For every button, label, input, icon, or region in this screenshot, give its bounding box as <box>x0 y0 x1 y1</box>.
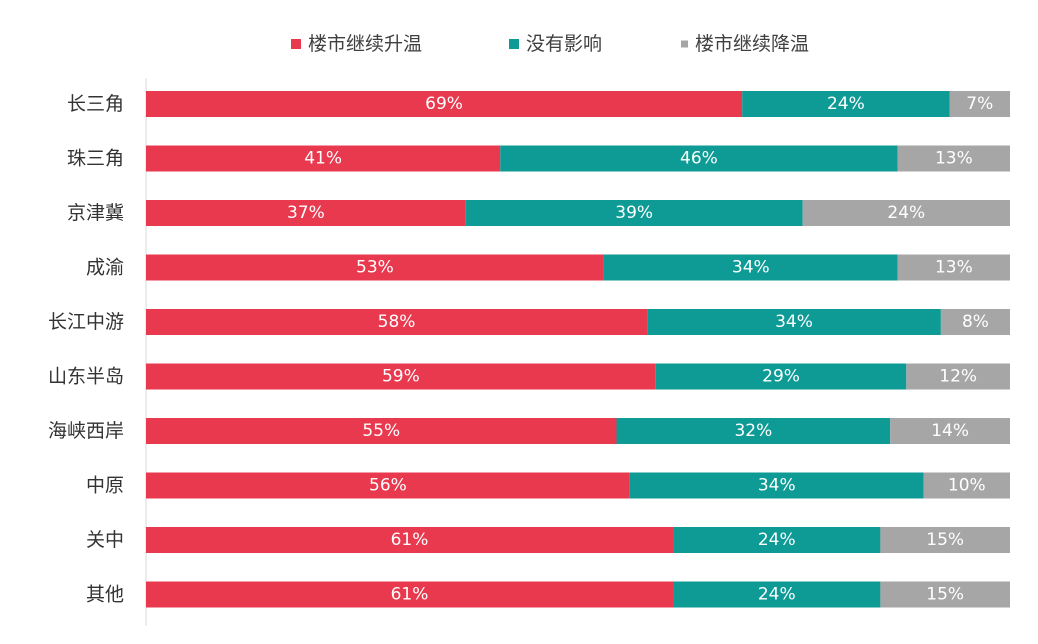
legend-item: 楼市继续升温 <box>291 33 422 55</box>
bar-segment <box>906 363 1010 390</box>
category-label: 其他 <box>86 584 124 606</box>
bar-value-label: 8% <box>962 312 989 332</box>
bar-value-label: 29% <box>762 367 800 387</box>
bar-segment <box>465 200 803 226</box>
bar-segment <box>146 91 743 117</box>
bar-segment <box>146 527 674 553</box>
category-label: 长江中游 <box>48 311 124 333</box>
bar-segment <box>890 418 1010 444</box>
legend: 楼市继续升温 没有影响 楼市继续降温 <box>291 33 809 55</box>
legend-swatch <box>291 39 301 49</box>
bar-value-label: 15% <box>926 530 964 550</box>
legend-swatch <box>681 40 688 48</box>
bar-value-label: 37% <box>287 203 325 223</box>
category-label: 关中 <box>86 529 124 551</box>
bar-segment <box>500 145 898 172</box>
legend-item: 没有影响 <box>509 33 602 55</box>
bar-value-label: 24% <box>887 203 925 223</box>
bar-value-label: 14% <box>931 421 969 441</box>
bar-value-label: 13% <box>935 149 973 169</box>
bar-segment <box>146 309 648 335</box>
bar-segment <box>923 472 1010 499</box>
bar-segment <box>146 418 617 444</box>
bar-segment <box>146 200 466 226</box>
bar-segment <box>897 145 1010 172</box>
bar-value-label: 46% <box>680 149 718 169</box>
bar-value-label: 24% <box>758 530 796 550</box>
legend-label: 楼市继续降温 <box>695 33 809 55</box>
bar-row: 59% 29% 12% <box>146 363 1010 390</box>
bar-segment <box>880 581 1010 608</box>
category-label: 海峡西岸 <box>48 420 124 442</box>
bar-segment <box>673 581 881 608</box>
bar-value-label: 7% <box>966 94 993 114</box>
bar-segment <box>146 363 656 390</box>
bar-segment <box>146 581 674 608</box>
bar-value-label: 24% <box>827 94 865 114</box>
bar-value-label: 55% <box>362 421 400 441</box>
bar-segment <box>897 254 1010 281</box>
bar-row: 58% 34% 8% <box>146 309 1010 335</box>
legend-item: 楼市继续降温 <box>681 33 809 55</box>
bar-value-label: 41% <box>304 149 342 169</box>
bar-value-label: 34% <box>758 476 796 496</box>
bar-value-label: 69% <box>425 94 463 114</box>
bar-row: 41% 46% 13% <box>146 145 1010 172</box>
bar-row: 55% 32% 14% <box>146 418 1010 444</box>
bar-value-label: 24% <box>758 585 796 605</box>
category-label: 珠三角 <box>67 148 124 170</box>
category-label: 中原 <box>86 475 124 497</box>
legend-label: 楼市继续升温 <box>308 33 422 55</box>
bar-segment <box>655 363 907 390</box>
legend-label: 没有影响 <box>526 33 602 55</box>
bar-segment <box>880 527 1010 553</box>
bar-row: 53% 34% 13% <box>146 254 1010 281</box>
bar-value-label: 61% <box>391 530 429 550</box>
bars: 69% 24% 7% 41% 46% 13% 37% 39% 24% 53% 34% 13% 58% 34… <box>146 91 1010 608</box>
bar-value-label: 13% <box>935 258 973 278</box>
bar-value-label: 32% <box>734 421 772 441</box>
bar-row: 56% 34% 10% <box>146 472 1010 499</box>
bar-value-label: 59% <box>382 367 420 387</box>
bar-segment <box>742 91 950 117</box>
bar-value-label: 56% <box>369 476 407 496</box>
bar-segment <box>146 145 501 172</box>
bar-value-label: 34% <box>775 312 813 332</box>
bar-segment <box>616 418 891 444</box>
bar-segment <box>629 472 924 499</box>
bar-value-label: 10% <box>948 476 986 496</box>
bar-segment <box>146 472 630 499</box>
bar-segment <box>949 91 1010 117</box>
category-label: 山东半岛 <box>48 366 124 388</box>
bar-value-label: 12% <box>939 367 977 387</box>
bar-value-label: 15% <box>926 585 964 605</box>
bar-row: 37% 39% 24% <box>146 200 1010 226</box>
bar-value-label: 58% <box>378 312 416 332</box>
category-label: 成渝 <box>86 257 124 279</box>
bar-segment <box>647 309 941 335</box>
bar-segment <box>802 200 1010 226</box>
bar-row: 61% 24% 15% <box>146 581 1010 608</box>
bar-value-label: 61% <box>391 585 429 605</box>
bar-row: 69% 24% 7% <box>146 91 1010 117</box>
category-label: 长三角 <box>67 93 124 115</box>
bar-row: 61% 24% 15% <box>146 527 1010 553</box>
bar-value-label: 34% <box>732 258 770 278</box>
bar-segment <box>673 527 881 553</box>
bar-value-label: 53% <box>356 258 394 278</box>
bar-segment <box>146 254 604 281</box>
bar-segment <box>940 309 1010 335</box>
bar-segment <box>603 254 898 281</box>
bar-value-label: 39% <box>615 203 653 223</box>
legend-swatch <box>509 39 519 49</box>
category-label: 京津冀 <box>67 202 124 224</box>
